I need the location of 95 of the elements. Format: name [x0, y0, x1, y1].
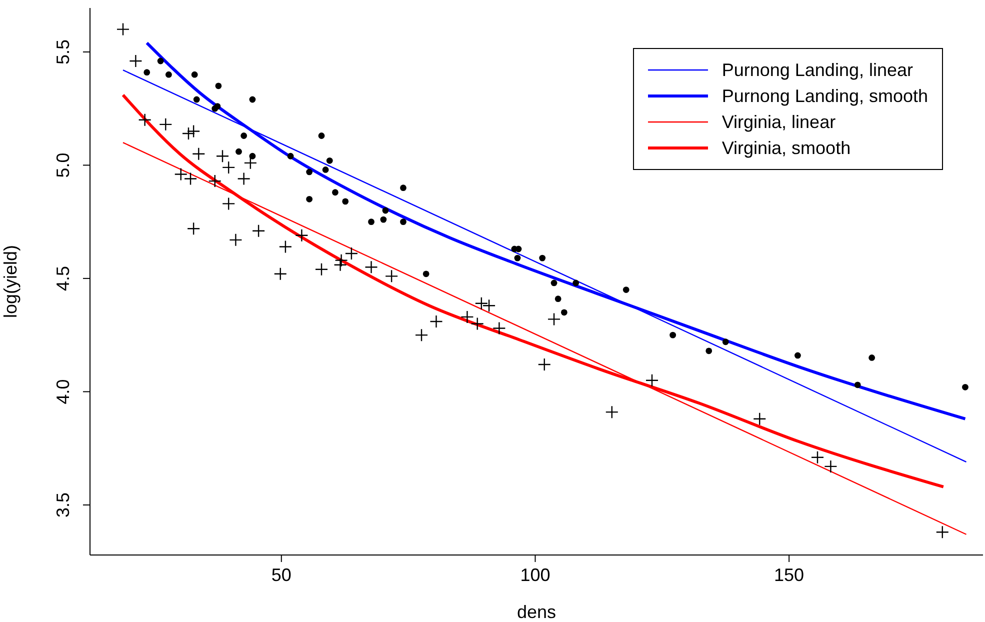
legend-label: Virginia, smooth	[722, 138, 851, 158]
point	[249, 152, 256, 160]
x-tick-label: 100	[520, 564, 550, 585]
y-tick-label: 4.5	[53, 266, 73, 291]
point	[214, 103, 221, 110]
point	[184, 172, 198, 186]
point	[237, 172, 250, 186]
point	[186, 222, 200, 236]
point	[165, 71, 172, 78]
point	[236, 148, 242, 155]
point	[334, 254, 348, 267]
point	[492, 322, 506, 335]
point	[295, 228, 308, 242]
point	[344, 246, 358, 260]
point	[422, 270, 430, 278]
point	[538, 358, 551, 372]
point	[670, 332, 676, 338]
y-tick-label: 3.5	[53, 492, 73, 518]
point	[854, 382, 861, 388]
point	[306, 196, 313, 202]
point	[157, 58, 164, 64]
point	[129, 54, 142, 68]
point	[144, 69, 150, 76]
point	[216, 150, 230, 163]
point	[560, 309, 568, 316]
point	[229, 233, 242, 247]
point	[287, 152, 294, 160]
point	[824, 460, 838, 474]
point	[470, 317, 484, 330]
point	[936, 526, 949, 539]
point	[868, 354, 876, 361]
point	[244, 156, 258, 170]
point	[414, 328, 428, 342]
point	[222, 197, 236, 210]
point	[622, 286, 630, 293]
y-tick-label: 4.0	[53, 379, 73, 404]
x-axis-title: dens	[516, 602, 556, 622]
point	[460, 310, 474, 324]
point	[547, 312, 561, 326]
point	[208, 174, 222, 188]
point	[192, 147, 206, 160]
point	[306, 168, 313, 176]
y-tick-label: 5.0	[53, 152, 73, 178]
point	[368, 218, 374, 226]
point	[174, 168, 188, 181]
point	[554, 296, 562, 302]
point	[278, 240, 292, 254]
point	[962, 384, 968, 390]
point	[191, 71, 198, 78]
point	[186, 124, 200, 138]
point	[274, 267, 287, 281]
point	[722, 338, 729, 346]
point	[364, 260, 378, 274]
point	[482, 299, 496, 312]
point	[810, 450, 824, 464]
point	[193, 96, 200, 103]
point	[138, 113, 152, 126]
point	[249, 96, 256, 103]
y-axis-title: log(yield)	[0, 244, 20, 318]
point	[430, 314, 443, 328]
point	[332, 189, 338, 196]
legend-label: Virginia, linear	[722, 112, 836, 132]
point	[706, 348, 712, 354]
point	[382, 207, 389, 214]
point	[314, 262, 328, 276]
point	[605, 405, 618, 419]
point	[222, 160, 236, 174]
legend-label: Purnong Landing, smooth	[722, 86, 928, 106]
point	[474, 296, 488, 310]
point	[116, 22, 130, 36]
x-tick-label: 50	[271, 564, 292, 585]
legend-label: Purnong Landing, linear	[722, 60, 913, 80]
point	[514, 254, 521, 262]
point	[318, 132, 325, 139]
point	[334, 258, 347, 272]
point	[572, 280, 580, 286]
y-tick-label: 5.5	[53, 39, 73, 64]
point	[794, 352, 801, 359]
point	[539, 254, 546, 262]
point	[182, 126, 196, 140]
point	[326, 157, 333, 164]
point	[240, 132, 248, 139]
point	[380, 216, 387, 223]
point	[215, 82, 222, 90]
point	[550, 280, 558, 286]
point	[252, 224, 266, 238]
point	[322, 166, 329, 173]
point	[753, 412, 766, 426]
point	[400, 218, 406, 226]
point	[400, 184, 406, 192]
point	[342, 198, 349, 205]
point	[645, 374, 659, 387]
x-tick-label: 150	[774, 564, 804, 585]
point	[384, 270, 398, 283]
point	[159, 118, 172, 132]
